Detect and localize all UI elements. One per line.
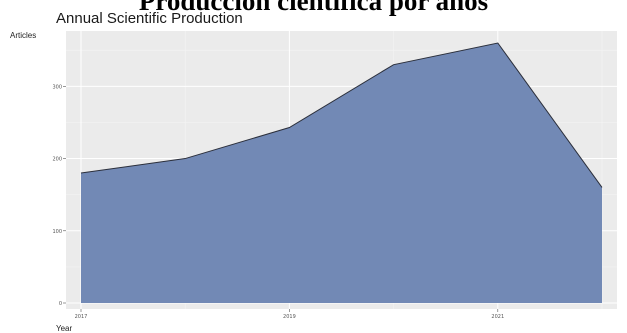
data-point <box>497 42 499 44</box>
x-tick-label: 2021 <box>491 314 504 320</box>
area-outline <box>80 42 603 188</box>
y-tick-label: 300 <box>52 84 62 90</box>
x-axis-ticks: 2017 2019 2021 <box>75 309 504 320</box>
data-point <box>393 64 395 66</box>
data-point <box>80 172 82 174</box>
y-tick-label: 100 <box>52 229 62 235</box>
area-series <box>81 43 602 303</box>
data-point <box>184 158 186 160</box>
y-tick-label: 0 <box>59 301 62 307</box>
chart-title: Annual Scientific Production <box>56 10 243 27</box>
y-axis-label: Articles <box>10 31 37 40</box>
x-tick-label: 2019 <box>283 314 296 320</box>
y-tick-label: 200 <box>52 157 62 163</box>
y-axis-ticks: 0 100 200 300 <box>52 84 66 307</box>
page-heading: Producción científica por años <box>138 0 489 16</box>
data-point <box>601 186 603 188</box>
x-axis-label: Year <box>56 324 73 333</box>
x-tick-label: 2017 <box>75 314 88 320</box>
data-point <box>288 127 290 129</box>
